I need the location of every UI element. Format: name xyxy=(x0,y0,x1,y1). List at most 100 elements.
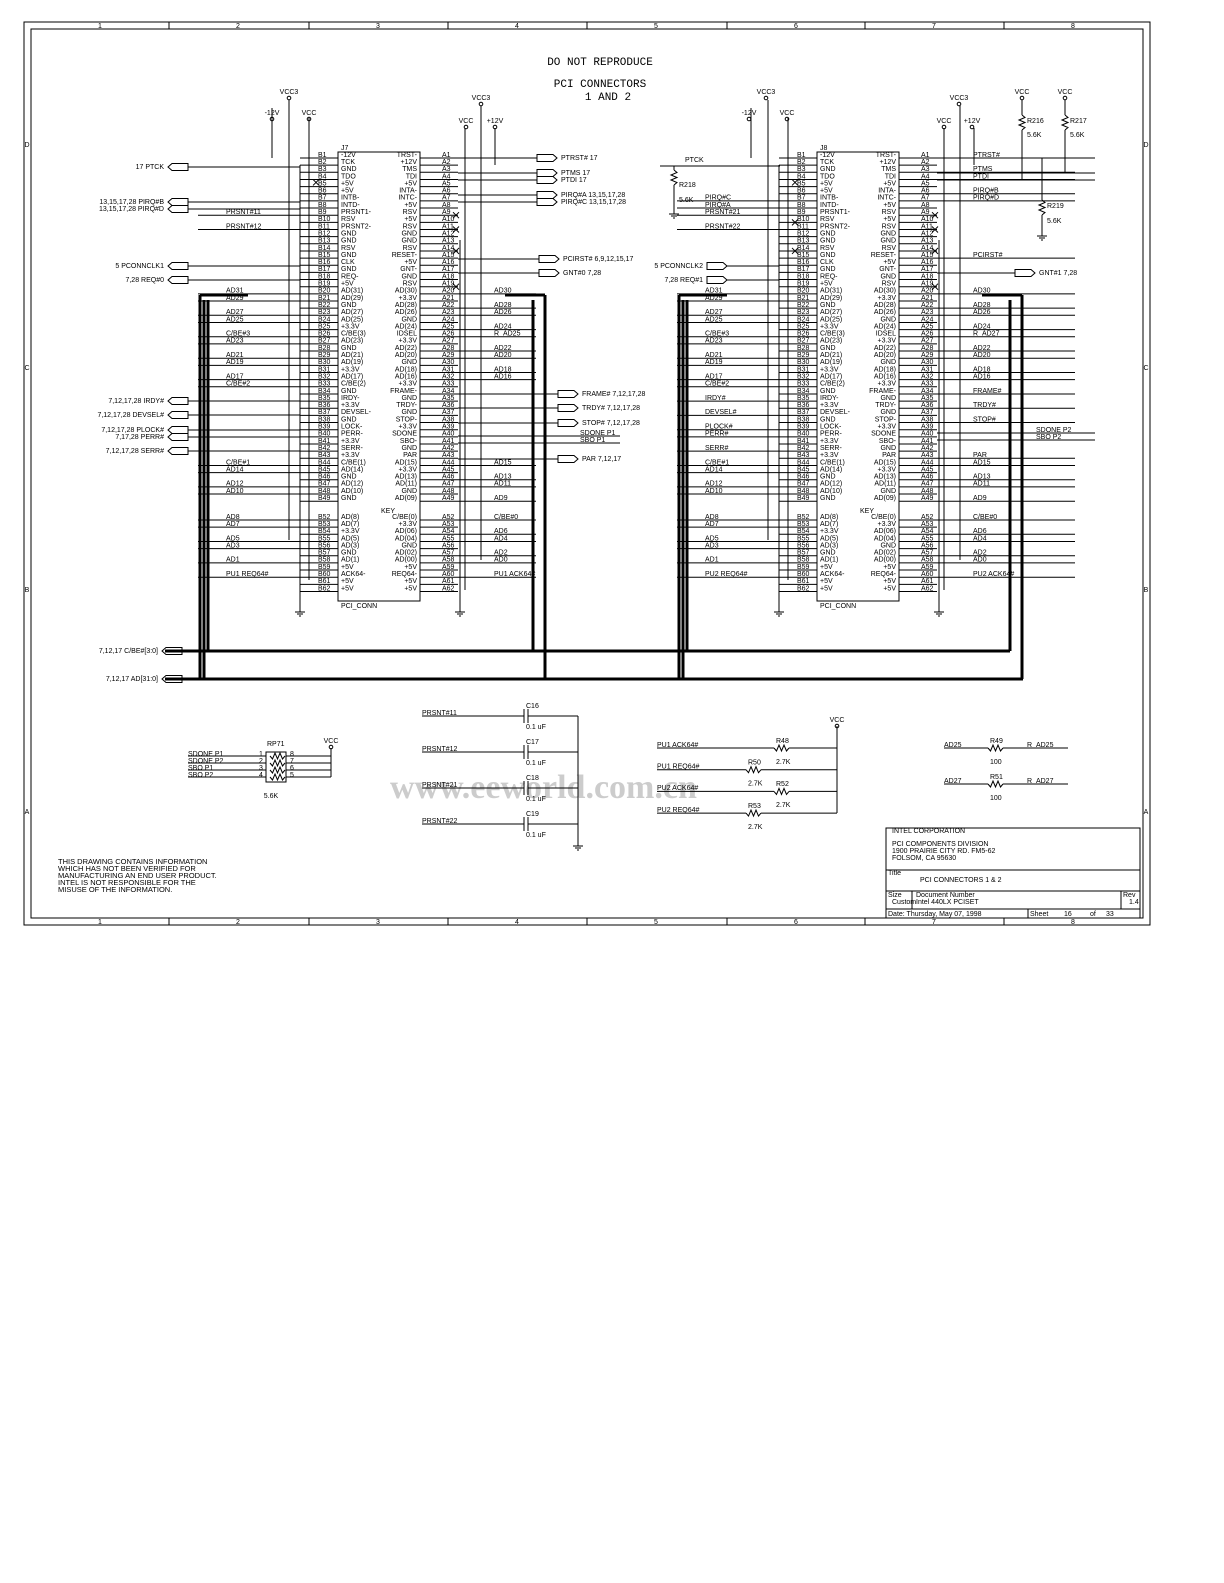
net-label: AD30 xyxy=(973,288,991,295)
pin-number: B59 xyxy=(797,564,810,571)
pin-number: B28 xyxy=(318,345,331,352)
net-label: PU2 REQ64# xyxy=(657,807,700,814)
pin-number: A31 xyxy=(921,366,934,373)
pin-number: A14 xyxy=(442,245,455,252)
zone-label: 7 xyxy=(932,23,936,30)
net-label: AD7 xyxy=(226,521,240,528)
resistor xyxy=(1017,114,1027,131)
pin-number: A61 xyxy=(921,578,934,585)
pin-number: B2 xyxy=(318,159,327,166)
net-label: C/BE#1 xyxy=(226,459,250,466)
pin-name: +5V xyxy=(341,188,354,195)
power-symbol xyxy=(956,101,962,107)
pin-name: TRDY- xyxy=(396,402,417,409)
pin-name: +5V xyxy=(883,578,896,585)
pin-number: A52 xyxy=(442,514,455,521)
net-label: AD2 xyxy=(973,550,987,557)
pin-number: B61 xyxy=(318,578,331,585)
pin-name: +12V xyxy=(400,159,417,166)
power-label: VCC3 xyxy=(280,89,299,96)
power-label: VCC xyxy=(302,110,317,117)
power-symbol xyxy=(746,116,752,122)
pin-name: GND xyxy=(820,388,836,395)
pin-name: GND xyxy=(341,474,357,481)
net-label: PRSNT#21 xyxy=(705,209,741,216)
pin-number: A61 xyxy=(442,578,455,585)
pin-name: AD(31) xyxy=(341,288,363,295)
pin-number: B48 xyxy=(797,488,810,495)
pin-name: REQ- xyxy=(820,273,838,280)
pin-number: A22 xyxy=(442,302,455,309)
net-label: AD1 xyxy=(226,557,240,564)
pin-number: A31 xyxy=(442,366,455,373)
power-symbol xyxy=(941,124,947,130)
off-page-connector xyxy=(538,269,560,277)
no-connect xyxy=(452,211,460,219)
net-label: AD21 xyxy=(226,352,244,359)
pin-name: TCK xyxy=(341,159,355,166)
pin-name: AD(00) xyxy=(874,557,896,564)
net-label: FRAME# xyxy=(973,388,1002,395)
port-label: 5 PCONNCLK2 xyxy=(654,263,703,270)
pin-number: A55 xyxy=(921,535,934,542)
pin-name: GND xyxy=(341,230,357,237)
off-page-connector xyxy=(536,169,558,177)
pin-number: A41 xyxy=(921,438,934,445)
net-label: PTMS xyxy=(973,166,993,173)
connector-body xyxy=(337,151,421,602)
net-label: PERR# xyxy=(705,431,728,438)
net-label: AD17 xyxy=(705,373,723,380)
pin-number: A35 xyxy=(921,395,934,402)
pin-number: B16 xyxy=(797,259,810,266)
pin-number: A26 xyxy=(921,331,934,338)
net-label: AD11 xyxy=(494,481,511,488)
pin-number: A1 xyxy=(921,152,930,159)
pin-name: AD(02) xyxy=(395,550,417,557)
net-label: C/BE#2 xyxy=(705,381,729,388)
pin-name: TMS xyxy=(402,166,417,173)
zone-label: C xyxy=(1143,365,1148,372)
pin-number: A55 xyxy=(442,535,455,542)
pin-number: A9 xyxy=(921,209,930,216)
pin-number: A27 xyxy=(442,338,455,345)
zone-label: 3 xyxy=(376,23,380,30)
off-page-connector xyxy=(706,276,728,284)
pin-name: INTC- xyxy=(398,195,417,202)
pin-name: +3.3V xyxy=(399,466,418,473)
pin-name: AD(04) xyxy=(874,535,896,542)
pin-number: B15 xyxy=(797,252,810,259)
pin-number: A4 xyxy=(921,173,930,180)
pin-name: GND xyxy=(341,345,357,352)
port-label: 7,12,17,28 PLOCK# xyxy=(101,427,164,434)
resistor xyxy=(669,169,679,186)
key-label: KEY xyxy=(860,508,874,515)
pin-name: GND xyxy=(820,166,836,173)
pin-name: AD(5) xyxy=(820,535,838,542)
port-label: 7,28 REQ#0 xyxy=(125,277,164,284)
port-label: PCIRST# 6,9,12,15,17 xyxy=(563,256,634,263)
net-label: AD21 xyxy=(705,352,723,359)
off-page-connector xyxy=(167,262,189,270)
pin-name: RSV xyxy=(403,245,418,252)
pin-name: AD(28) xyxy=(395,302,417,309)
pin-name: GND xyxy=(341,550,357,557)
title-block-text: PCI CONNECTORS 1 & 2 xyxy=(920,877,1002,884)
pin-name: AD(11) xyxy=(874,481,896,488)
pin-number: B8 xyxy=(318,202,327,209)
pin-number: A2 xyxy=(921,159,930,166)
port-label: 7,12,17 AD[31:0] xyxy=(106,676,158,683)
pin-name: AD(27) xyxy=(341,309,363,316)
pin-number: 1 xyxy=(259,751,263,758)
pin-number: A53 xyxy=(442,521,455,528)
pin-number: B48 xyxy=(318,488,331,495)
pin-number: B17 xyxy=(797,266,810,273)
pin-name: +3.3V xyxy=(341,528,360,535)
pin-name: GND xyxy=(401,409,417,416)
net-label: SDONE P2 xyxy=(188,758,224,765)
pin-name: AD(23) xyxy=(341,338,363,345)
net-label: PTDI xyxy=(973,173,989,180)
title-block-text: FOLSOM, CA 95630 xyxy=(892,855,956,862)
pin-number: B12 xyxy=(797,230,810,237)
pin-number: B45 xyxy=(318,466,331,473)
pin-name: GND xyxy=(401,488,417,495)
